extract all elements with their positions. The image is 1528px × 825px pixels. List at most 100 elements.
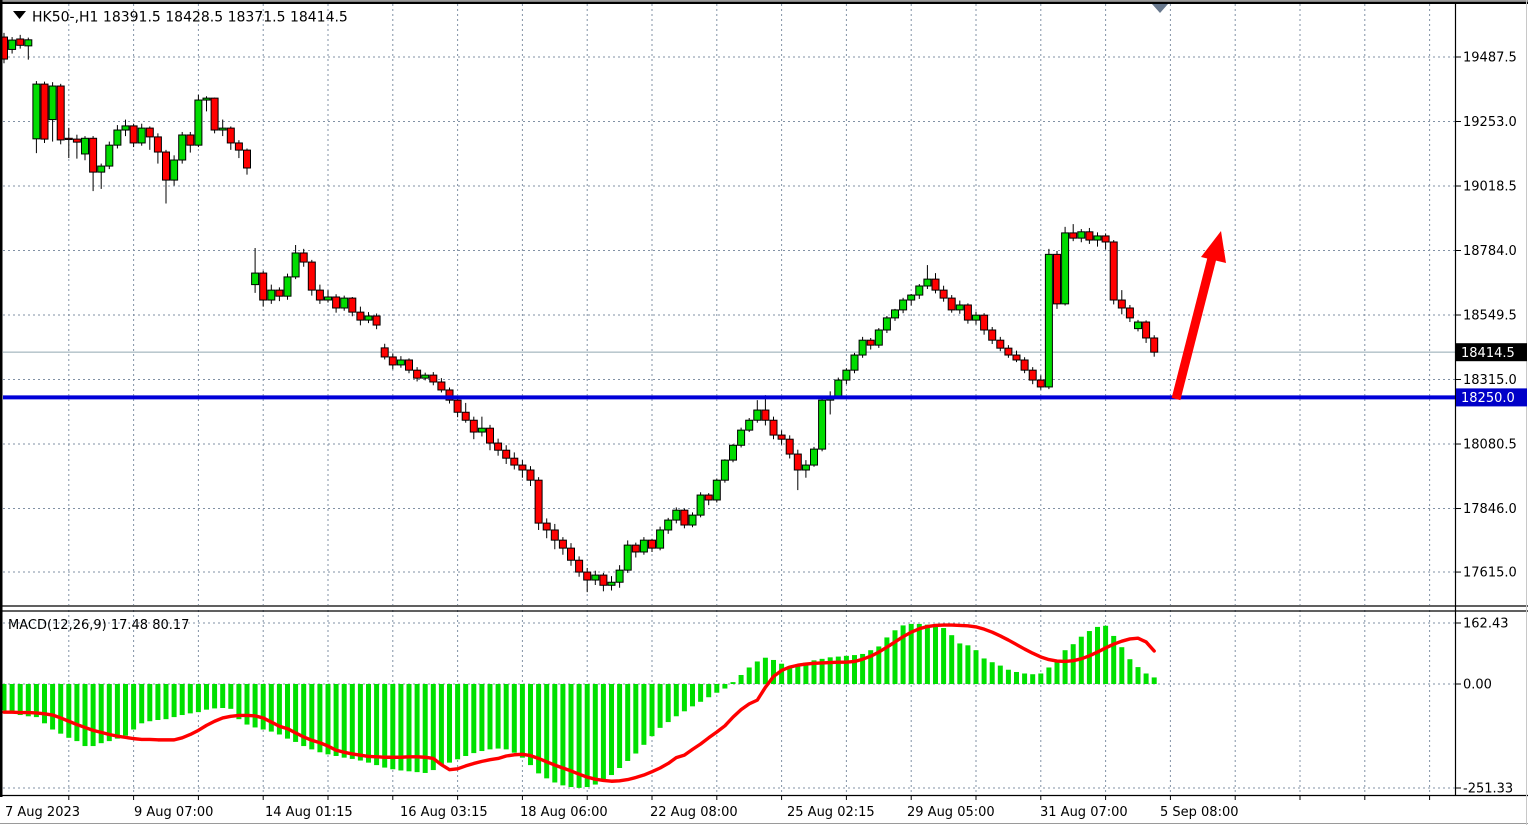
macd-histogram-bar (908, 623, 914, 684)
macd-histogram-bar (1022, 673, 1028, 684)
macd-histogram-bar (698, 684, 704, 702)
macd-histogram-bar (981, 658, 987, 684)
bear-candle-body (1020, 359, 1029, 371)
macd-histogram-bar (422, 684, 428, 773)
macd-histogram-bar (1111, 635, 1117, 684)
macd-histogram-bar (503, 684, 509, 750)
macd-histogram-bar (1151, 677, 1157, 684)
macd-histogram-bar (746, 667, 752, 684)
macd-histogram-bar (544, 684, 550, 779)
macd-histogram-bar (892, 630, 898, 684)
bear-candle-body (89, 137, 98, 173)
macd-histogram-bar (204, 684, 209, 710)
bear-candle-body (518, 464, 527, 471)
macd-histogram-bar (317, 684, 323, 753)
macd-histogram-bar (123, 684, 128, 736)
bull-candle-body (891, 309, 899, 319)
bear-candle-body (550, 529, 559, 541)
macd-histogram-bar (706, 684, 712, 698)
bear-candle-body (413, 369, 422, 379)
macd-histogram-bar (949, 635, 955, 684)
bear-candle-body (1085, 231, 1094, 241)
macd-histogram-bar (511, 684, 517, 753)
bear-candle-body (1012, 354, 1021, 361)
macd-histogram-bar (649, 684, 655, 737)
bull-candle-body (97, 165, 106, 173)
trend-arrow-shaft[interactable] (1171, 256, 1217, 401)
bear-candle-body (243, 149, 251, 169)
macd-histogram-bar (957, 643, 963, 684)
bull-candle-body (113, 129, 122, 146)
price-axis-label: 18549.5 (1463, 309, 1517, 324)
trend-arrow-head-icon[interactable] (1201, 231, 1226, 263)
time-axis-label: 5 Sep 08:00 (1160, 805, 1239, 820)
macd-histogram-bar (900, 625, 906, 684)
bull-candle-body (810, 448, 818, 466)
price-axis-label: 18315.0 (1463, 373, 1517, 388)
bull-candle-body (1134, 321, 1142, 330)
bear-candle-body (445, 389, 454, 401)
bear-candle-body (510, 457, 519, 466)
bull-candle-body (858, 339, 867, 356)
bear-candle-body (162, 151, 170, 181)
macd-histogram-bar (633, 684, 639, 754)
bull-candle-body (818, 399, 827, 450)
bear-candle-body (380, 347, 389, 358)
bull-candle-body (729, 444, 737, 461)
chart-shift-marker-icon[interactable] (1152, 4, 1168, 13)
macd-histogram-bar (293, 684, 299, 742)
macd-histogram-bar (771, 659, 776, 684)
macd-axis-label: -251.33 (1463, 782, 1513, 797)
macd-histogram-bar (592, 684, 598, 785)
bull-candle-body (81, 137, 89, 155)
macd-histogram-bar (536, 684, 542, 774)
macd-histogram-bar (139, 684, 145, 724)
bear-candle-body (583, 571, 592, 581)
bear-candle-body (461, 411, 470, 421)
macd-histogram-bar (98, 684, 104, 744)
bull-candle-body (1061, 232, 1070, 305)
bear-candle-body (356, 311, 365, 321)
macd-histogram-bar (843, 655, 849, 684)
macd-histogram-bar (1005, 669, 1011, 684)
bull-candle-body (24, 39, 33, 47)
macd-histogram-bar (576, 684, 582, 788)
bull-candle-body (1044, 253, 1053, 388)
macd-histogram-bar (673, 684, 679, 717)
macd-indicator (1, 622, 1455, 789)
bull-candle-body (656, 529, 665, 549)
macd-histogram-bar (236, 684, 242, 720)
macd-histogram-bar (406, 684, 412, 772)
bear-candle-body (1053, 253, 1061, 305)
bear-candle-body (153, 136, 162, 153)
macd-histogram-bar (17, 684, 23, 716)
bull-candle-body (364, 315, 373, 321)
price-axis-label: 18784.0 (1463, 244, 1517, 259)
bear-candle-body (129, 125, 138, 144)
bear-candle-body (210, 97, 219, 131)
macd-histogram-bar (1119, 647, 1125, 684)
bear-candle-body (1069, 232, 1078, 239)
trend-arrow-annotation[interactable] (1171, 231, 1226, 401)
frame-left (0, 0, 3, 797)
bull-candle-body (477, 427, 486, 433)
macd-histogram-bar (390, 684, 396, 770)
macd-histogram-bar (25, 684, 31, 717)
macd-histogram-bar (722, 684, 728, 689)
symbol-dropdown-triangle-icon[interactable] (13, 11, 26, 19)
bull-candle-body (850, 354, 859, 371)
macd-histogram-bar (1095, 626, 1100, 684)
bull-candle-body (121, 125, 130, 131)
macd-histogram-bar (916, 623, 922, 684)
bull-candle-body (607, 581, 616, 586)
bear-candle-body (939, 289, 948, 299)
bear-candle-body (1101, 235, 1110, 243)
bull-candle-body (170, 159, 179, 181)
bear-candle-body (567, 547, 575, 561)
bear-candle-body (332, 296, 341, 309)
macd-histogram-bar (884, 637, 890, 684)
time-axis-label: 25 Aug 02:15 (787, 805, 875, 820)
bull-candle-body (745, 419, 754, 431)
bull-candle-body (8, 39, 17, 50)
